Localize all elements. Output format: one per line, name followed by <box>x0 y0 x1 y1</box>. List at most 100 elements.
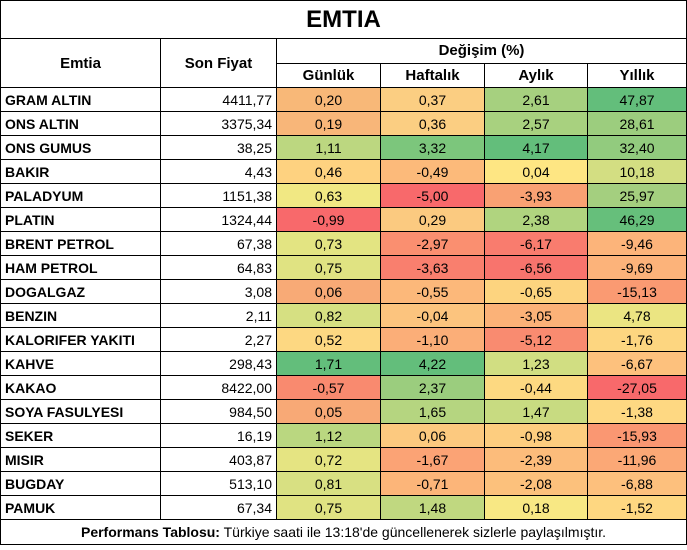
table-body: GRAM ALTIN 4411,77 0,20 0,37 2,61 47,87 ONS AL… <box>0 87 687 520</box>
monthly-change: 2,38 <box>484 207 588 232</box>
weekly-change: -0,71 <box>380 471 485 496</box>
commodity-name: PAMUK <box>0 495 161 520</box>
daily-change: 0,19 <box>276 111 381 136</box>
last-price: 2,11 <box>160 303 277 328</box>
daily-change: 0,82 <box>276 303 381 328</box>
daily-change: 0,75 <box>276 495 381 520</box>
yearly-change: -1,38 <box>586 399 687 424</box>
last-price: 8422,00 <box>160 375 277 400</box>
last-price: 1324,44 <box>160 207 277 232</box>
commodity-name: BENZIN <box>0 303 161 328</box>
commodity-name: BAKIR <box>0 159 161 184</box>
commodity-name: PALADYUM <box>0 183 161 208</box>
last-price: 16,19 <box>160 423 277 448</box>
table-row: BRENT PETROL 67,38 0,73 -2,97 -6,17 -9,46 <box>0 231 687 256</box>
table-row: PLATIN 1324,44 -0,99 0,29 2,38 46,29 <box>0 207 687 232</box>
commodity-name: KAHVE <box>0 351 161 376</box>
monthly-change: -3,93 <box>484 183 588 208</box>
daily-change: 0,06 <box>276 279 381 304</box>
yearly-change: 4,78 <box>586 303 687 328</box>
table-row: GRAM ALTIN 4411,77 0,20 0,37 2,61 47,87 <box>0 87 687 112</box>
yearly-change: 28,61 <box>586 111 687 136</box>
commodity-name: KAKAO <box>0 375 161 400</box>
daily-change: 0,46 <box>276 159 381 184</box>
daily-change: 1,12 <box>276 423 381 448</box>
commodity-name: DOGALGAZ <box>0 279 161 304</box>
yearly-change: -6,67 <box>586 351 687 376</box>
table-row: PALADYUM 1151,38 0,63 -5,00 -3,93 25,97 <box>0 183 687 208</box>
yearly-change: 47,87 <box>586 87 687 112</box>
yearly-change: -1,52 <box>586 495 687 520</box>
daily-change: 1,11 <box>276 135 381 160</box>
monthly-change: 2,57 <box>484 111 588 136</box>
weekly-change: 0,36 <box>380 111 485 136</box>
weekly-change: 0,29 <box>380 207 485 232</box>
commodity-name: PLATIN <box>0 207 161 232</box>
yearly-change: -9,69 <box>586 255 687 280</box>
commodity-name: SOYA FASULYESI <box>0 399 161 424</box>
footer-label: Performans Tablosu: <box>80 524 220 540</box>
yearly-change: -9,46 <box>586 231 687 256</box>
yearly-change: -15,13 <box>586 279 687 304</box>
last-price: 3,08 <box>160 279 277 304</box>
weekly-change: 2,37 <box>380 375 485 400</box>
monthly-change: -0,65 <box>484 279 588 304</box>
table-row: ONS ALTIN 3375,34 0,19 0,36 2,57 28,61 <box>0 111 687 136</box>
commodity-name: BRENT PETROL <box>0 231 161 256</box>
last-price: 3375,34 <box>160 111 277 136</box>
weekly-change: -0,55 <box>380 279 485 304</box>
footer-note: Performans Tablosu: Türkiye saati ile 13… <box>0 519 687 545</box>
monthly-change: 4,17 <box>484 135 588 160</box>
header-son-fiyat: Son Fiyat <box>160 38 277 88</box>
yearly-change: -1,76 <box>586 327 687 352</box>
commodity-name: ONS GUMUS <box>0 135 161 160</box>
last-price: 4411,77 <box>160 87 277 112</box>
table-row: KAKAO 8422,00 -0,57 2,37 -0,44 -27,05 <box>0 375 687 400</box>
header-emtia: Emtia <box>0 38 161 88</box>
last-price: 1151,38 <box>160 183 277 208</box>
footer-text: Türkiye saati ile 13:18'de güncellenerek… <box>219 524 607 540</box>
last-price: 984,50 <box>160 399 277 424</box>
daily-change: 0,75 <box>276 255 381 280</box>
table-row: BUGDAY 513,10 0,81 -0,71 -2,08 -6,88 <box>0 471 687 496</box>
last-price: 67,34 <box>160 495 277 520</box>
last-price: 2,27 <box>160 327 277 352</box>
monthly-change: -3,05 <box>484 303 588 328</box>
last-price: 513,10 <box>160 471 277 496</box>
daily-change: -0,99 <box>276 207 381 232</box>
yearly-change: -27,05 <box>586 375 687 400</box>
weekly-change: 1,48 <box>380 495 485 520</box>
table-row: KALORIFER YAKITI 2,27 0,52 -1,10 -5,12 -1,76 <box>0 327 687 352</box>
monthly-change: 0,04 <box>484 159 588 184</box>
daily-change: 0,20 <box>276 87 381 112</box>
table-row: SEKER 16,19 1,12 0,06 -0,98 -15,93 <box>0 423 687 448</box>
weekly-change: -0,04 <box>380 303 485 328</box>
weekly-change: 1,65 <box>380 399 485 424</box>
header-aylik: Aylık <box>484 62 588 88</box>
daily-change: 0,81 <box>276 471 381 496</box>
last-price: 64,83 <box>160 255 277 280</box>
weekly-change: -1,10 <box>380 327 485 352</box>
weekly-change: -1,67 <box>380 447 485 472</box>
header-degisim: Değişim (%) <box>275 38 687 64</box>
weekly-change: -5,00 <box>380 183 485 208</box>
commodity-name: GRAM ALTIN <box>0 87 161 112</box>
table-row: SOYA FASULYESI 984,50 0,05 1,65 1,47 -1,38 <box>0 399 687 424</box>
weekly-change: 4,22 <box>380 351 485 376</box>
weekly-change: 3,32 <box>380 135 485 160</box>
monthly-change: -2,39 <box>484 447 588 472</box>
yearly-change: -11,96 <box>586 447 687 472</box>
daily-change: 1,71 <box>276 351 381 376</box>
daily-change: 0,63 <box>276 183 381 208</box>
monthly-change: -5,12 <box>484 327 588 352</box>
daily-change: -0,57 <box>276 375 381 400</box>
weekly-change: -0,49 <box>380 159 485 184</box>
yearly-change: 32,40 <box>586 135 687 160</box>
last-price: 67,38 <box>160 231 277 256</box>
commodity-name: MISIR <box>0 447 161 472</box>
monthly-change: -2,08 <box>484 471 588 496</box>
monthly-change: -6,17 <box>484 231 588 256</box>
monthly-change: 2,61 <box>484 87 588 112</box>
